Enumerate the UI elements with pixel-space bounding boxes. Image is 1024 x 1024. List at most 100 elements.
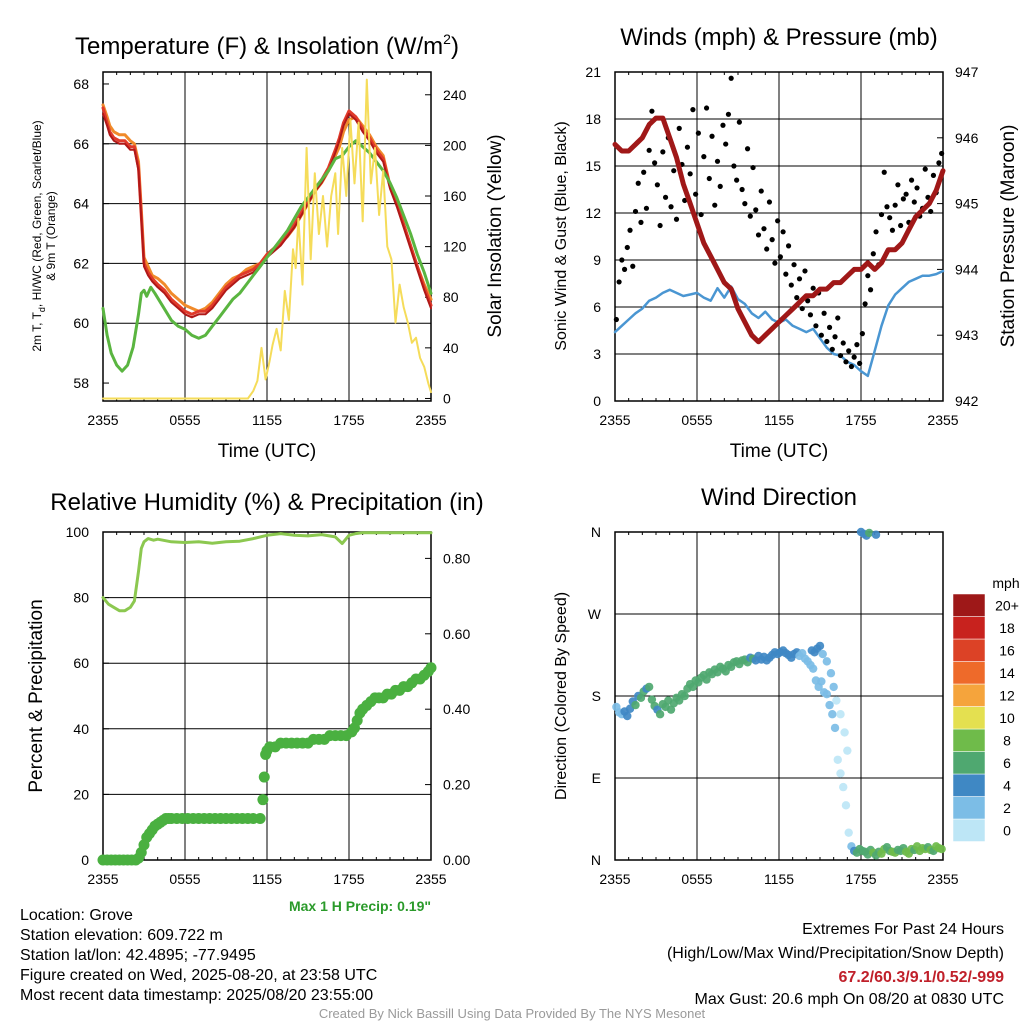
y-left-tick-label: 68 bbox=[73, 76, 89, 92]
y-left-tick-label: 0 bbox=[81, 852, 89, 868]
y-left-tick-label: 15 bbox=[585, 158, 601, 174]
gust-point bbox=[851, 354, 857, 360]
gust-point bbox=[867, 287, 874, 293]
x-tick-label: 2355 bbox=[415, 412, 446, 428]
colorbar-title: mph bbox=[992, 575, 1019, 591]
colorbar-swatch bbox=[952, 818, 986, 842]
y-left-axis-label-2: & 9m T (Orange) bbox=[44, 191, 58, 281]
wind-direction-point bbox=[666, 705, 676, 714]
gust-point bbox=[936, 160, 942, 166]
x-tick-label: 2355 bbox=[599, 871, 630, 887]
latlon-text: Station lat/lon: 42.4895; -77.9495 bbox=[20, 947, 256, 964]
colorbar-label: 6 bbox=[1003, 755, 1011, 771]
gust-point bbox=[676, 125, 682, 131]
colorbar-label: 0 bbox=[1003, 822, 1011, 838]
gust-point bbox=[799, 305, 805, 312]
y-left-tick-label: 60 bbox=[73, 315, 89, 331]
gust-point bbox=[796, 276, 803, 282]
gust-point bbox=[898, 222, 904, 229]
x-tick-label: 1755 bbox=[845, 412, 876, 428]
extremes-subtitle: (High/Low/Max Wind/Precipitation/Snow De… bbox=[666, 945, 1004, 962]
y-left-tick-label: 64 bbox=[73, 196, 89, 212]
title-close: ) bbox=[451, 33, 459, 60]
y-left-label-part: 2m T, T bbox=[30, 311, 44, 351]
colorbar-label: 14 bbox=[999, 665, 1015, 681]
y-left-axis-label: Percent & Precipitation bbox=[26, 599, 47, 792]
x-tick-label: 1755 bbox=[333, 871, 364, 887]
chart-title-humidity: Relative Humidity (%) & Precipitation (i… bbox=[50, 489, 483, 516]
wind-direction-point bbox=[844, 828, 853, 837]
y-right-tick-label: 80 bbox=[443, 289, 459, 305]
insolation-line bbox=[102, 78, 432, 400]
y-right-tick-label: 942 bbox=[955, 393, 979, 409]
y-right-axis-label: Solar Insolation (Yellow) bbox=[485, 134, 506, 337]
pressure-line bbox=[612, 115, 946, 345]
precip-point bbox=[254, 813, 266, 825]
gust-point bbox=[758, 188, 764, 194]
y-left-tick-label: N bbox=[591, 852, 601, 868]
y-right-tick-label: 0.40 bbox=[443, 701, 470, 717]
gust-point bbox=[632, 208, 639, 215]
gust-point bbox=[742, 201, 748, 207]
gust-point bbox=[805, 298, 811, 304]
gust-point bbox=[873, 229, 879, 235]
extremes-title: Extremes For Past 24 Hours bbox=[802, 921, 1004, 938]
colorbar-label: 8 bbox=[1003, 732, 1011, 748]
gust-point bbox=[717, 183, 723, 189]
gust-point bbox=[728, 75, 734, 81]
gust-point bbox=[616, 279, 622, 285]
y-right-tick-label: 944 bbox=[955, 261, 979, 277]
gust-point bbox=[862, 301, 868, 307]
colorbar-label: 12 bbox=[999, 687, 1015, 703]
gust-point bbox=[884, 204, 890, 210]
y-left-label-group: 2m T, Td, HI/WC (Red, Green, Scarlet/Blu… bbox=[30, 120, 58, 351]
y-right-tick-label: 0 bbox=[443, 390, 451, 406]
gust-point bbox=[911, 199, 917, 205]
gust-point bbox=[662, 194, 669, 200]
y-left-tick-label: 3 bbox=[593, 346, 601, 362]
wind-direction-point bbox=[843, 746, 852, 755]
gust-point bbox=[723, 141, 729, 147]
y-right-tick-label: 200 bbox=[443, 137, 467, 153]
y-left-tick-label: N bbox=[591, 524, 601, 540]
y-left-tick-label: 20 bbox=[73, 786, 89, 802]
x-tick-label: 0555 bbox=[681, 871, 712, 887]
gust-point bbox=[837, 352, 844, 359]
gust-point bbox=[832, 334, 838, 340]
gust-point bbox=[750, 164, 756, 171]
y-left-tick-label: 62 bbox=[73, 255, 89, 271]
gust-point bbox=[769, 237, 775, 243]
gust-point bbox=[709, 133, 715, 139]
gust-point bbox=[802, 268, 808, 274]
gust-point bbox=[780, 229, 786, 235]
y-left-axis-label: Direction (Colored By Speed) bbox=[553, 592, 570, 800]
gust-point bbox=[807, 312, 814, 318]
gust-point bbox=[881, 169, 887, 175]
gust-point bbox=[846, 348, 852, 354]
elevation-text: Station elevation: 609.722 m bbox=[20, 927, 223, 944]
x-tick-label: 1755 bbox=[333, 412, 364, 428]
wind-direction-point bbox=[680, 691, 689, 701]
y-right-tick-label: 160 bbox=[443, 188, 467, 204]
gust-point bbox=[761, 226, 767, 232]
gust-point bbox=[764, 246, 770, 252]
y-left-tick-label: 60 bbox=[73, 655, 89, 671]
location-text: Location: Grove bbox=[20, 907, 133, 924]
x-axis-label: Time (UTC) bbox=[730, 441, 829, 462]
y-right-axis-label: Station Pressure (Maroon) bbox=[998, 125, 1019, 348]
gust-point bbox=[621, 266, 628, 272]
gust-point bbox=[652, 160, 658, 166]
colorbar-swatch bbox=[952, 773, 986, 797]
x-tick-label: 2355 bbox=[87, 412, 118, 428]
gust-point bbox=[821, 310, 827, 316]
gust-point bbox=[878, 211, 885, 218]
colorbar-swatch bbox=[952, 616, 986, 640]
title-superscript: 2 bbox=[443, 31, 451, 47]
recent-data-text: Most recent data timestamp: 2025/08/20 2… bbox=[20, 987, 374, 1004]
wind-direction-point bbox=[839, 782, 848, 792]
gust-point bbox=[829, 346, 835, 352]
wind-direction-point bbox=[808, 664, 818, 673]
gust-point bbox=[826, 324, 833, 330]
gust-point bbox=[673, 216, 680, 222]
wind-direction-point bbox=[702, 675, 711, 684]
